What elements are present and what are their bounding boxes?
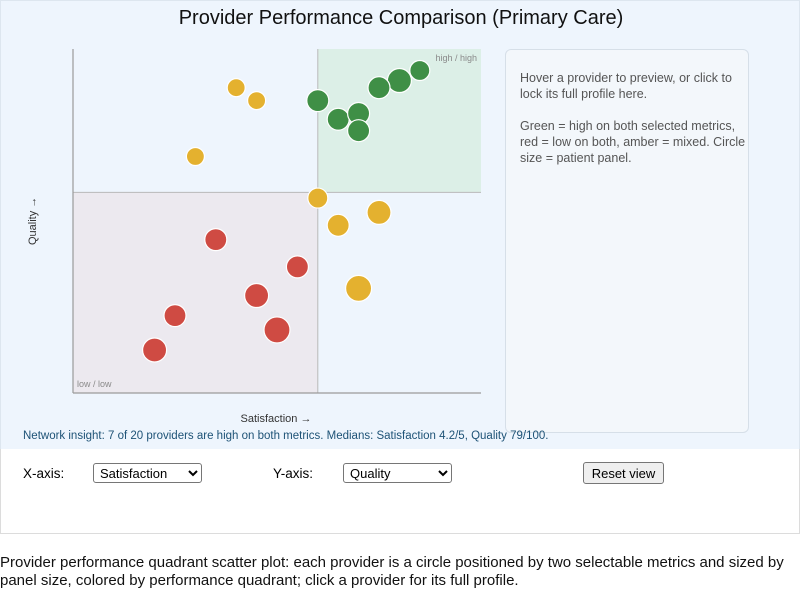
info-legend: Green = high on both selected metrics, r… xyxy=(520,119,746,165)
provider-point-14[interactable] xyxy=(345,274,373,302)
provider-points xyxy=(142,59,431,363)
provider-profile-panel: Hover a provider to preview, or click to… xyxy=(505,49,749,433)
provider-point-15[interactable] xyxy=(204,228,228,252)
figure-caption: Provider performance quadrant scatter pl… xyxy=(0,554,784,589)
network-insight: Network insight: 7 of 20 providers are h… xyxy=(23,430,549,442)
provider-point-12[interactable] xyxy=(326,213,350,237)
provider-point-1[interactable] xyxy=(409,59,431,82)
provider-point-13[interactable] xyxy=(366,199,392,225)
provider-point-7[interactable] xyxy=(347,119,371,143)
provider-point-10[interactable] xyxy=(185,146,205,167)
provider-point-2[interactable] xyxy=(386,67,412,94)
x-axis-select-label: X-axis: xyxy=(23,466,65,481)
y-axis-select[interactable]: Quality xyxy=(343,463,452,483)
low-low-label: low / low xyxy=(77,379,112,389)
provider-point-18[interactable] xyxy=(163,304,187,328)
y-axis-title: Quality → xyxy=(27,196,39,245)
reset-view-button[interactable]: Reset view xyxy=(583,462,664,484)
page-title: Provider Performance Comparison (Primary… xyxy=(178,7,624,29)
scatter-plot: high / high low / low xyxy=(72,49,481,394)
info-hint: Hover a provider to preview, or click to… xyxy=(520,71,732,101)
provider-point-4[interactable] xyxy=(306,88,330,113)
x-axis-select[interactable]: Satisfaction xyxy=(93,463,202,483)
y-axis-select-label: Y-axis: xyxy=(273,466,314,481)
provider-point-5[interactable] xyxy=(326,107,350,131)
high-high-label: high / high xyxy=(435,53,477,63)
controls-bar: X-axis: Satisfaction Y-axis: Quality Res… xyxy=(0,449,800,534)
provider-point-8[interactable] xyxy=(226,78,246,98)
provider-point-3[interactable] xyxy=(367,76,391,100)
provider-point-20[interactable] xyxy=(142,337,168,363)
chart-panel: Provider Performance Comparison (Primary… xyxy=(0,0,800,450)
x-axis-title: Satisfaction → xyxy=(240,413,312,425)
provider-point-19[interactable] xyxy=(263,316,291,344)
provider-point-9[interactable] xyxy=(247,90,267,111)
provider-point-11[interactable] xyxy=(307,187,329,209)
provider-point-17[interactable] xyxy=(244,282,270,309)
provider-point-16[interactable] xyxy=(285,255,309,279)
low-low-zone xyxy=(73,192,318,393)
